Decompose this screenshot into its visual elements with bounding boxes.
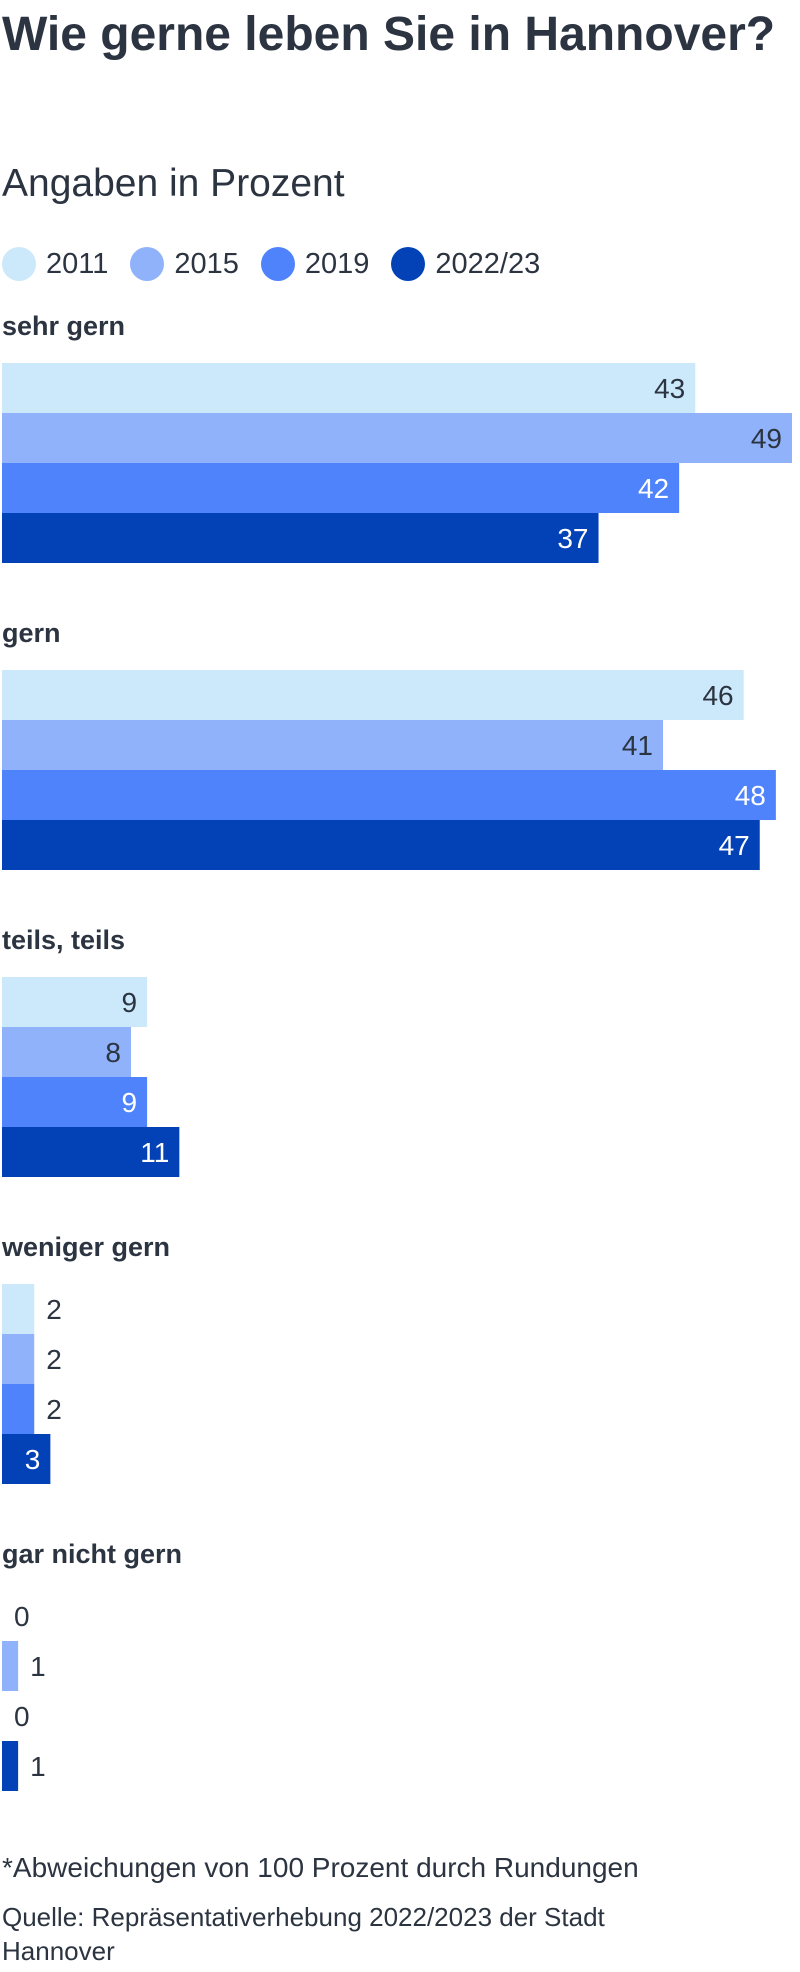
data-label: 0 [14, 1601, 30, 1632]
data-label: 37 [557, 523, 588, 554]
legend-label: 2022/23 [435, 247, 541, 280]
bar [2, 363, 696, 413]
legend-label: 2015 [174, 247, 239, 280]
bar [2, 770, 776, 820]
data-label: 41 [622, 730, 653, 761]
data-label: 11 [140, 1137, 169, 1168]
bar [2, 1284, 35, 1334]
legend-swatch [130, 247, 165, 281]
bar [2, 1641, 19, 1691]
legend-item: 2015 [130, 247, 239, 281]
data-label: 1 [30, 1751, 46, 1782]
legend-swatch [391, 247, 426, 281]
legend-swatch [2, 247, 36, 281]
data-label: 3 [25, 1444, 41, 1475]
bar-group: sehr gern 43 49 42 37 [2, 311, 792, 563]
bar [2, 1077, 148, 1127]
legend-label: 2019 [304, 247, 370, 280]
data-label: 8 [105, 1037, 121, 1068]
data-label: 2 [46, 1344, 62, 1375]
bar [2, 413, 792, 463]
bar [2, 820, 760, 870]
data-label: 46 [702, 680, 733, 711]
bar [2, 1384, 35, 1434]
category-label: gern [2, 618, 61, 648]
data-label: 2 [46, 1394, 62, 1425]
category-label: gar nicht gern [2, 1539, 182, 1569]
bar-chart: sehr gern 43 49 42 37 gern 46 41 48 47 teils, teil… [1, 311, 792, 1791]
category-label: teils, teils [2, 925, 125, 955]
data-label: 9 [122, 987, 138, 1018]
bar [2, 1741, 19, 1791]
data-label: 0 [14, 1701, 30, 1732]
bar-group: gern 46 41 48 47 [2, 618, 776, 870]
data-label: 49 [751, 423, 782, 454]
legend-item: 2022/23 [391, 247, 540, 281]
legend-item: 2019 [260, 247, 370, 281]
data-label: 2 [46, 1294, 62, 1325]
data-label: 48 [735, 780, 766, 811]
bar [2, 463, 680, 513]
bar [2, 1334, 35, 1384]
legend-label: 2011 [46, 247, 109, 280]
legend-swatch [260, 247, 295, 281]
chart-title: Wie gerne leben Sie in Hannover? [2, 8, 776, 61]
footnote: *Abweichungen von 100 Prozent durch Rund… [2, 1852, 639, 1883]
bar [2, 670, 744, 720]
source-note: Quelle: Repräsentativerhebung 2022/2023 … [2, 1902, 605, 1966]
chart-subtitle: Angaben in Prozent [2, 162, 345, 205]
bar [2, 977, 148, 1027]
bar [2, 1127, 180, 1177]
bar [2, 1434, 51, 1484]
bar [2, 513, 599, 563]
legend-item: 2011 [2, 247, 108, 281]
category-label: sehr gern [2, 311, 125, 341]
data-label: 42 [638, 473, 669, 504]
data-label: 47 [719, 830, 750, 861]
data-label: 43 [654, 373, 685, 404]
bar [2, 1027, 131, 1077]
data-label: 1 [30, 1651, 46, 1682]
bar [2, 720, 664, 770]
legend: 2011 2015 2019 2022/23 [2, 245, 562, 283]
data-label: 9 [122, 1087, 138, 1118]
category-label: weniger gern [1, 1232, 170, 1262]
